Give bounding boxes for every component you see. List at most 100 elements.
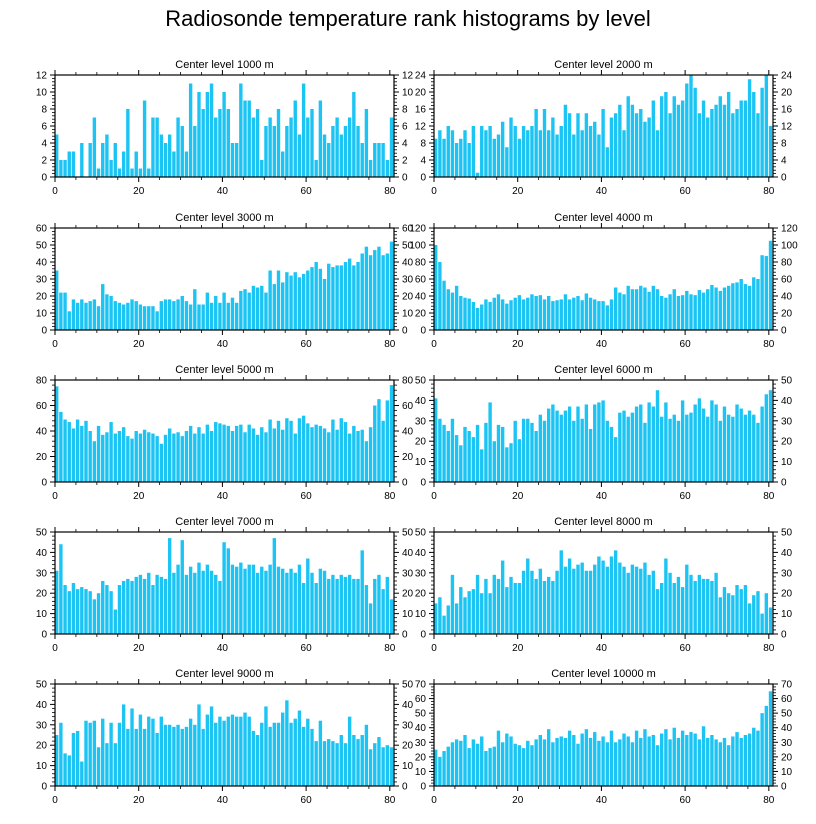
histogram-bar [71, 732, 76, 786]
histogram-bar [264, 570, 268, 634]
histogram-bar [352, 265, 356, 330]
histogram-bar [327, 739, 331, 786]
histogram-bar [722, 587, 727, 634]
y-tick-label: 120 [781, 224, 798, 235]
histogram-bar [500, 742, 505, 786]
histogram-bar [130, 580, 134, 634]
histogram-bar [297, 134, 302, 177]
histogram-bar [475, 424, 480, 482]
histogram-bar [580, 130, 584, 177]
panel-title: Center level 1000 m [175, 59, 273, 71]
histogram-bar [706, 737, 710, 786]
histogram-bar [113, 301, 117, 330]
histogram-bar [360, 550, 364, 634]
histogram-bar [701, 578, 706, 634]
y-tick-label: 50 [402, 680, 414, 691]
histogram-bar [101, 143, 105, 177]
y-tick-label: 100 [781, 241, 798, 252]
histogram-bar [243, 712, 247, 786]
y-tick-label: 8 [420, 139, 426, 150]
histogram-bar [172, 572, 176, 634]
histogram-bar [214, 422, 218, 482]
histogram-bar [634, 113, 639, 177]
histogram-bar [113, 609, 117, 634]
y-tick-label: 0 [402, 173, 408, 184]
histogram-bar [680, 730, 685, 786]
histogram-bar [526, 740, 530, 786]
histogram-bar [247, 716, 251, 786]
histogram-bar [488, 126, 492, 177]
y-tick-label: 0 [41, 782, 47, 793]
x-tick-label: 80 [384, 491, 396, 502]
histogram-bar [651, 735, 656, 786]
histogram-bar [222, 542, 226, 634]
histogram-bar [563, 566, 568, 634]
histogram-bar [247, 424, 251, 483]
histogram-bar [660, 733, 664, 786]
histogram-bar [693, 733, 697, 786]
histogram-bar [513, 297, 517, 330]
histogram-bar [651, 406, 656, 482]
y-tick-label: 0 [781, 173, 787, 184]
histogram-bar [639, 109, 643, 177]
histogram-bar [289, 275, 293, 330]
histogram-bar [364, 724, 369, 786]
histogram-bar [551, 301, 555, 330]
y-tick-label: 40 [781, 723, 793, 734]
histogram-bar [201, 728, 205, 786]
histogram-bar [434, 138, 438, 177]
histogram-bar [660, 96, 664, 177]
histogram-bar [639, 568, 643, 634]
histogram-bar [331, 419, 335, 482]
histogram-bar [580, 733, 584, 786]
histogram-bar [130, 299, 134, 330]
x-tick-label: 80 [384, 795, 396, 806]
histogram-bar [130, 708, 134, 786]
histogram-bar [484, 422, 488, 482]
histogram-bar [634, 289, 639, 330]
histogram-bar [743, 284, 748, 330]
histogram-bar [142, 728, 147, 786]
histogram-bar [572, 134, 576, 177]
histogram-bar [84, 302, 88, 330]
histogram-bar [105, 294, 109, 330]
histogram-bar [626, 96, 630, 177]
histogram-bar [572, 297, 576, 330]
histogram-bar [647, 117, 651, 177]
histogram-bar [706, 289, 710, 330]
histogram-bar [343, 422, 348, 482]
histogram-bar [352, 578, 356, 634]
histogram-bar [538, 735, 543, 786]
x-tick-label: 40 [217, 339, 229, 350]
histogram-bar [88, 722, 92, 786]
histogram-bar [268, 270, 272, 330]
x-tick-label: 60 [680, 339, 692, 350]
histogram-bar [318, 568, 323, 634]
histogram-bar [168, 724, 172, 786]
y-tick-label: 2 [41, 156, 47, 167]
histogram-bar [534, 109, 538, 177]
histogram-bar [373, 143, 377, 177]
y-tick-label: 80 [415, 258, 427, 269]
histogram-bar [710, 109, 714, 177]
histogram-bar [697, 574, 702, 634]
histogram-bar [630, 104, 635, 177]
histogram-bar [438, 130, 442, 177]
histogram-bar [664, 297, 668, 330]
histogram-bar [446, 289, 450, 330]
histogram-bar [601, 109, 605, 177]
histogram-bar [322, 428, 327, 482]
histogram-bar [496, 424, 501, 482]
histogram-bar [513, 126, 517, 177]
histogram-bar [459, 587, 463, 634]
histogram-bar [492, 441, 496, 482]
histogram-bar [389, 241, 394, 330]
y-tick-label: 12 [781, 122, 793, 133]
histogram-bar [222, 292, 226, 330]
histogram-bar [505, 303, 509, 330]
panel-title: Center level 10000 m [551, 668, 656, 680]
histogram-bar [492, 746, 496, 786]
histogram-bar [563, 410, 568, 482]
histogram-bar [538, 295, 543, 330]
histogram-bar [306, 117, 310, 177]
